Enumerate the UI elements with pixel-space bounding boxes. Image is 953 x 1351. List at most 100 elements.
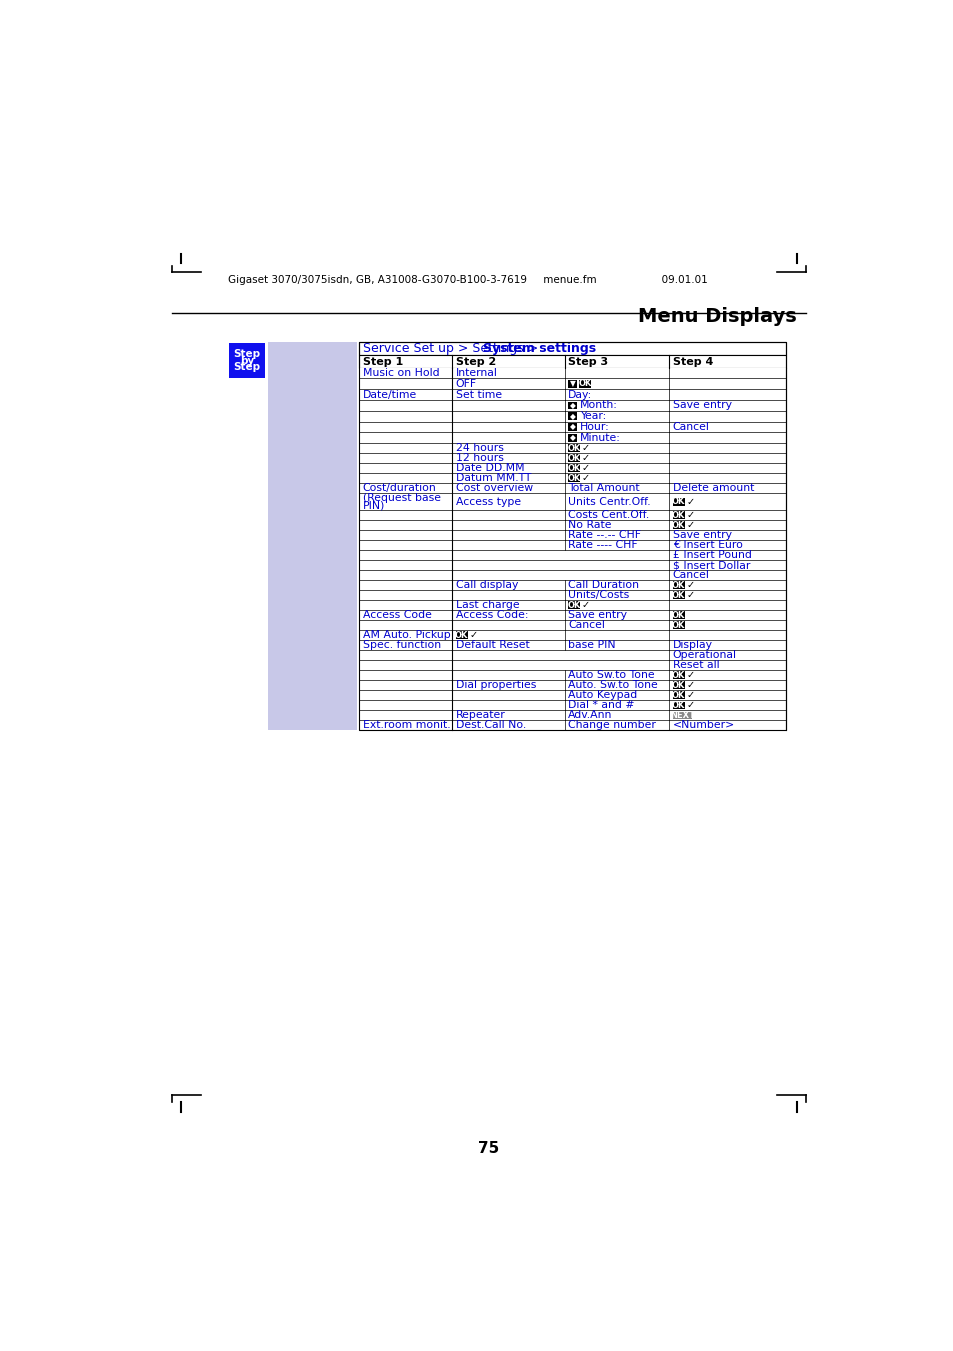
Text: Access Code:: Access Code: bbox=[456, 611, 528, 620]
Bar bbox=[359, 600, 785, 611]
Text: Access type: Access type bbox=[456, 497, 520, 507]
Bar bbox=[359, 681, 785, 690]
Text: ✓: ✓ bbox=[581, 463, 590, 473]
Text: ✓: ✓ bbox=[686, 520, 694, 530]
Text: 75: 75 bbox=[477, 1142, 499, 1156]
Text: OK: OK bbox=[672, 590, 685, 600]
Text: Spec. function: Spec. function bbox=[362, 640, 440, 650]
Text: ◆: ◆ bbox=[569, 401, 575, 409]
Bar bbox=[359, 661, 785, 670]
Text: Auto Keypad: Auto Keypad bbox=[567, 690, 637, 700]
Bar bbox=[359, 570, 785, 580]
Bar bbox=[672, 581, 684, 589]
Bar bbox=[359, 378, 785, 389]
Bar bbox=[359, 422, 785, 432]
Bar bbox=[359, 355, 785, 367]
Text: by: by bbox=[240, 355, 254, 366]
Text: OK: OK bbox=[672, 681, 685, 690]
Text: PIN): PIN) bbox=[362, 500, 385, 511]
Bar bbox=[567, 465, 579, 471]
Bar bbox=[567, 401, 577, 409]
Bar bbox=[359, 650, 785, 661]
Text: Change number: Change number bbox=[567, 720, 655, 731]
Text: Default Reset: Default Reset bbox=[456, 640, 529, 650]
Text: Day:: Day: bbox=[567, 389, 592, 400]
Text: OK: OK bbox=[672, 701, 685, 709]
Text: Step 2: Step 2 bbox=[456, 357, 496, 366]
Text: Cancel: Cancel bbox=[672, 570, 709, 580]
Text: OK: OK bbox=[672, 581, 685, 590]
Text: OK: OK bbox=[567, 601, 580, 609]
Text: OK: OK bbox=[567, 454, 580, 462]
Text: Adv.Ann: Adv.Ann bbox=[567, 711, 612, 720]
Text: Repeater: Repeater bbox=[456, 711, 505, 720]
Bar bbox=[672, 521, 684, 530]
Bar bbox=[359, 670, 785, 681]
Text: Cancel: Cancel bbox=[672, 422, 709, 432]
Bar bbox=[672, 692, 684, 700]
Bar bbox=[359, 432, 785, 443]
Bar bbox=[672, 612, 684, 619]
Text: Units/Costs: Units/Costs bbox=[567, 590, 629, 600]
Text: OK: OK bbox=[672, 511, 685, 520]
Text: Auto. Sw.to Tone: Auto. Sw.to Tone bbox=[567, 681, 657, 690]
Text: <Number>: <Number> bbox=[672, 720, 734, 731]
Bar bbox=[567, 423, 577, 431]
Bar bbox=[359, 620, 785, 631]
Text: Step 1: Step 1 bbox=[362, 357, 402, 366]
Bar bbox=[359, 511, 785, 520]
Text: Step: Step bbox=[233, 362, 260, 373]
Bar bbox=[567, 454, 579, 462]
Text: Internal: Internal bbox=[456, 367, 497, 378]
Text: Gigaset 3070/3075isdn, GB, A31008-G3070-B100-3-7619     menue.fm                : Gigaset 3070/3075isdn, GB, A31008-G3070-… bbox=[228, 276, 707, 285]
Bar bbox=[359, 640, 785, 650]
Text: Step: Step bbox=[233, 349, 260, 359]
Bar bbox=[359, 690, 785, 700]
Text: Save entry: Save entry bbox=[672, 530, 731, 540]
Text: € Insert Euro: € Insert Euro bbox=[672, 540, 741, 550]
Text: Display: Display bbox=[672, 640, 712, 650]
Text: OFF: OFF bbox=[456, 378, 476, 389]
Text: Step 4: Step 4 bbox=[672, 357, 712, 366]
Text: Cancel: Cancel bbox=[567, 620, 604, 631]
Bar bbox=[359, 342, 785, 355]
Text: Rate ---- CHF: Rate ---- CHF bbox=[567, 540, 637, 550]
Text: Access Code: Access Code bbox=[362, 611, 431, 620]
Text: ✓: ✓ bbox=[686, 700, 694, 711]
Text: Units Centr.Off.: Units Centr.Off. bbox=[567, 497, 650, 507]
Text: Delete amount: Delete amount bbox=[672, 484, 753, 493]
Text: OK: OK bbox=[672, 497, 685, 507]
Bar bbox=[567, 380, 577, 388]
Text: Dial * and #: Dial * and # bbox=[567, 700, 634, 711]
Bar bbox=[359, 530, 785, 540]
Text: Reset all: Reset all bbox=[672, 661, 719, 670]
Text: AM Auto. Pickup: AM Auto. Pickup bbox=[362, 631, 450, 640]
Text: ✓: ✓ bbox=[469, 631, 477, 640]
Text: Operational: Operational bbox=[672, 650, 736, 661]
Text: Ext.room monit.: Ext.room monit. bbox=[362, 720, 450, 731]
Text: Save entry: Save entry bbox=[672, 400, 731, 411]
Text: ✓: ✓ bbox=[686, 511, 694, 520]
Text: ▼: ▼ bbox=[569, 380, 575, 388]
Bar bbox=[359, 561, 785, 570]
Bar bbox=[359, 463, 785, 473]
Bar bbox=[359, 580, 785, 590]
Bar bbox=[359, 367, 785, 378]
Text: Dial properties: Dial properties bbox=[456, 681, 536, 690]
Text: Month:: Month: bbox=[579, 400, 617, 411]
Text: Call display: Call display bbox=[456, 580, 517, 590]
Text: OK: OK bbox=[672, 611, 685, 620]
Text: Cost/duration: Cost/duration bbox=[362, 484, 436, 493]
Bar bbox=[567, 601, 579, 609]
Text: Save entry: Save entry bbox=[567, 611, 626, 620]
Text: Date DD.MM: Date DD.MM bbox=[456, 463, 524, 473]
Text: Cost overview: Cost overview bbox=[456, 484, 532, 493]
Bar bbox=[672, 712, 691, 719]
Text: Set time: Set time bbox=[456, 389, 501, 400]
Text: ✓: ✓ bbox=[581, 453, 590, 463]
Text: OK: OK bbox=[672, 520, 685, 530]
Text: Hour:: Hour: bbox=[579, 422, 609, 432]
Text: OK: OK bbox=[672, 620, 685, 630]
Bar bbox=[359, 550, 785, 561]
Bar bbox=[359, 342, 785, 731]
